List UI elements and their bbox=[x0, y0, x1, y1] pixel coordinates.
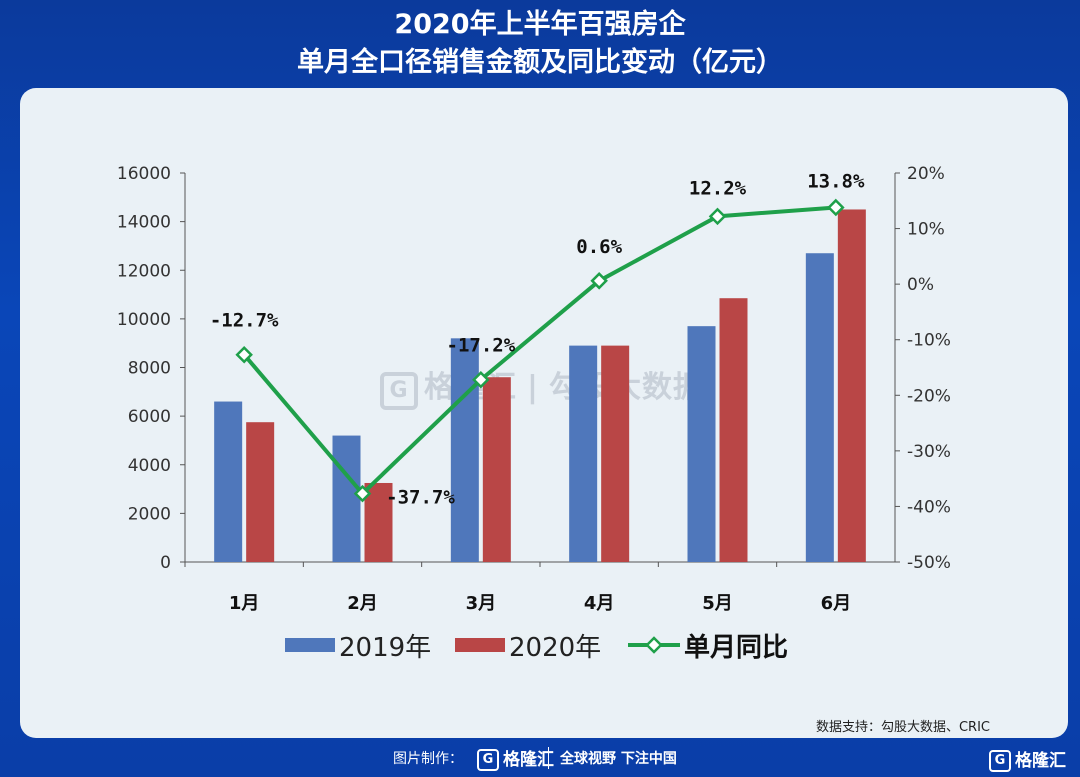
footer-brand-text: 格隆汇 bbox=[503, 750, 554, 770]
right-tick-label: -40% bbox=[907, 497, 951, 517]
legend-line-marker bbox=[645, 636, 663, 654]
bar-2019 bbox=[805, 253, 834, 562]
yoy-marker bbox=[827, 198, 845, 217]
legend-label-2019: 2019年 bbox=[339, 633, 431, 663]
bar-2019 bbox=[687, 326, 716, 562]
legend-swatch-2020 bbox=[455, 638, 505, 652]
x-tick-label: 4月 bbox=[584, 593, 615, 614]
bar-2020 bbox=[719, 298, 748, 562]
bar-2020 bbox=[482, 377, 511, 562]
yoy-marker bbox=[708, 207, 727, 226]
right-tick-label: -10% bbox=[907, 331, 951, 351]
footer-made-by: 图片制作： bbox=[393, 751, 463, 767]
chart-title: 2020年上半年百强房企 单月全口径销售金额及同比变动（亿元） bbox=[0, 6, 1080, 82]
footer-divider bbox=[548, 747, 549, 769]
left-tick-label: 2000 bbox=[128, 504, 171, 524]
left-tick-label: 0 bbox=[160, 553, 171, 573]
bar-2019 bbox=[450, 338, 479, 562]
left-tick-label: 4000 bbox=[128, 456, 171, 476]
right-tick-label: 20% bbox=[907, 164, 945, 184]
legend-label-2020: 2020年 bbox=[509, 633, 601, 663]
title-line-2: 单月全口径销售金额及同比变动（亿元） bbox=[297, 47, 783, 78]
right-tick-label: 10% bbox=[907, 220, 945, 240]
corner-brand: G 格隆汇 bbox=[989, 746, 1066, 772]
yoy-marker bbox=[472, 370, 490, 389]
footer-logo-icon: G bbox=[477, 749, 499, 771]
yoy-marker bbox=[235, 345, 253, 364]
bar-2020 bbox=[601, 345, 630, 562]
source-note: 数据支持：勾股大数据、CRIC bbox=[815, 720, 990, 735]
left-tick-label: 16000 bbox=[117, 164, 171, 184]
left-tick-label: 10000 bbox=[117, 310, 171, 330]
corner-brand-text: 格隆汇 bbox=[1015, 751, 1066, 771]
footer-slogan: 全球视野 下注中国 bbox=[560, 751, 677, 767]
bar-2019 bbox=[214, 401, 243, 562]
chart-panel bbox=[20, 88, 1068, 738]
gelonghui-logo-icon: G bbox=[380, 372, 418, 410]
bar-2020 bbox=[364, 482, 393, 562]
left-tick-label: 14000 bbox=[117, 213, 171, 233]
data-label: -17.2% bbox=[447, 335, 516, 357]
right-tick-label: -30% bbox=[907, 442, 951, 462]
bar-2019 bbox=[332, 435, 361, 562]
data-label: 0.6% bbox=[576, 236, 622, 258]
data-label: -37.7% bbox=[386, 487, 455, 509]
data-label: 12.2% bbox=[689, 177, 747, 199]
yoy-marker bbox=[590, 272, 608, 290]
x-tick-label: 2月 bbox=[347, 593, 378, 614]
data-label: -12.7% bbox=[210, 310, 279, 332]
footer-brand: G 格隆汇 bbox=[477, 745, 554, 771]
left-tick-label: 8000 bbox=[128, 359, 171, 379]
yoy-line bbox=[242, 205, 836, 497]
right-tick-label: -20% bbox=[907, 386, 951, 406]
bar-2020 bbox=[837, 209, 866, 562]
footer-bar: 图片制作： G 格隆汇 全球视野 下注中国 G 格隆汇 bbox=[0, 742, 1080, 777]
x-tick-label: 5月 bbox=[702, 593, 733, 614]
bar-2020 bbox=[246, 422, 275, 562]
corner-logo-icon: G bbox=[989, 750, 1011, 772]
x-tick-label: 6月 bbox=[821, 593, 852, 614]
right-tick-label: 0% bbox=[907, 275, 934, 295]
data-label: 13.8% bbox=[807, 170, 865, 192]
legend-swatch-2019 bbox=[285, 638, 335, 652]
left-tick-label: 6000 bbox=[128, 407, 171, 427]
title-line-1: 2020年上半年百强房企 bbox=[394, 9, 686, 40]
legend-label-yoy: 单月同比 bbox=[684, 633, 788, 663]
left-tick-label: 12000 bbox=[117, 261, 171, 281]
bar-2019 bbox=[569, 345, 598, 562]
right-tick-label: -50% bbox=[907, 553, 951, 573]
yoy-marker bbox=[353, 484, 372, 503]
x-tick-label: 3月 bbox=[466, 593, 497, 614]
x-tick-label: 1月 bbox=[229, 593, 260, 614]
